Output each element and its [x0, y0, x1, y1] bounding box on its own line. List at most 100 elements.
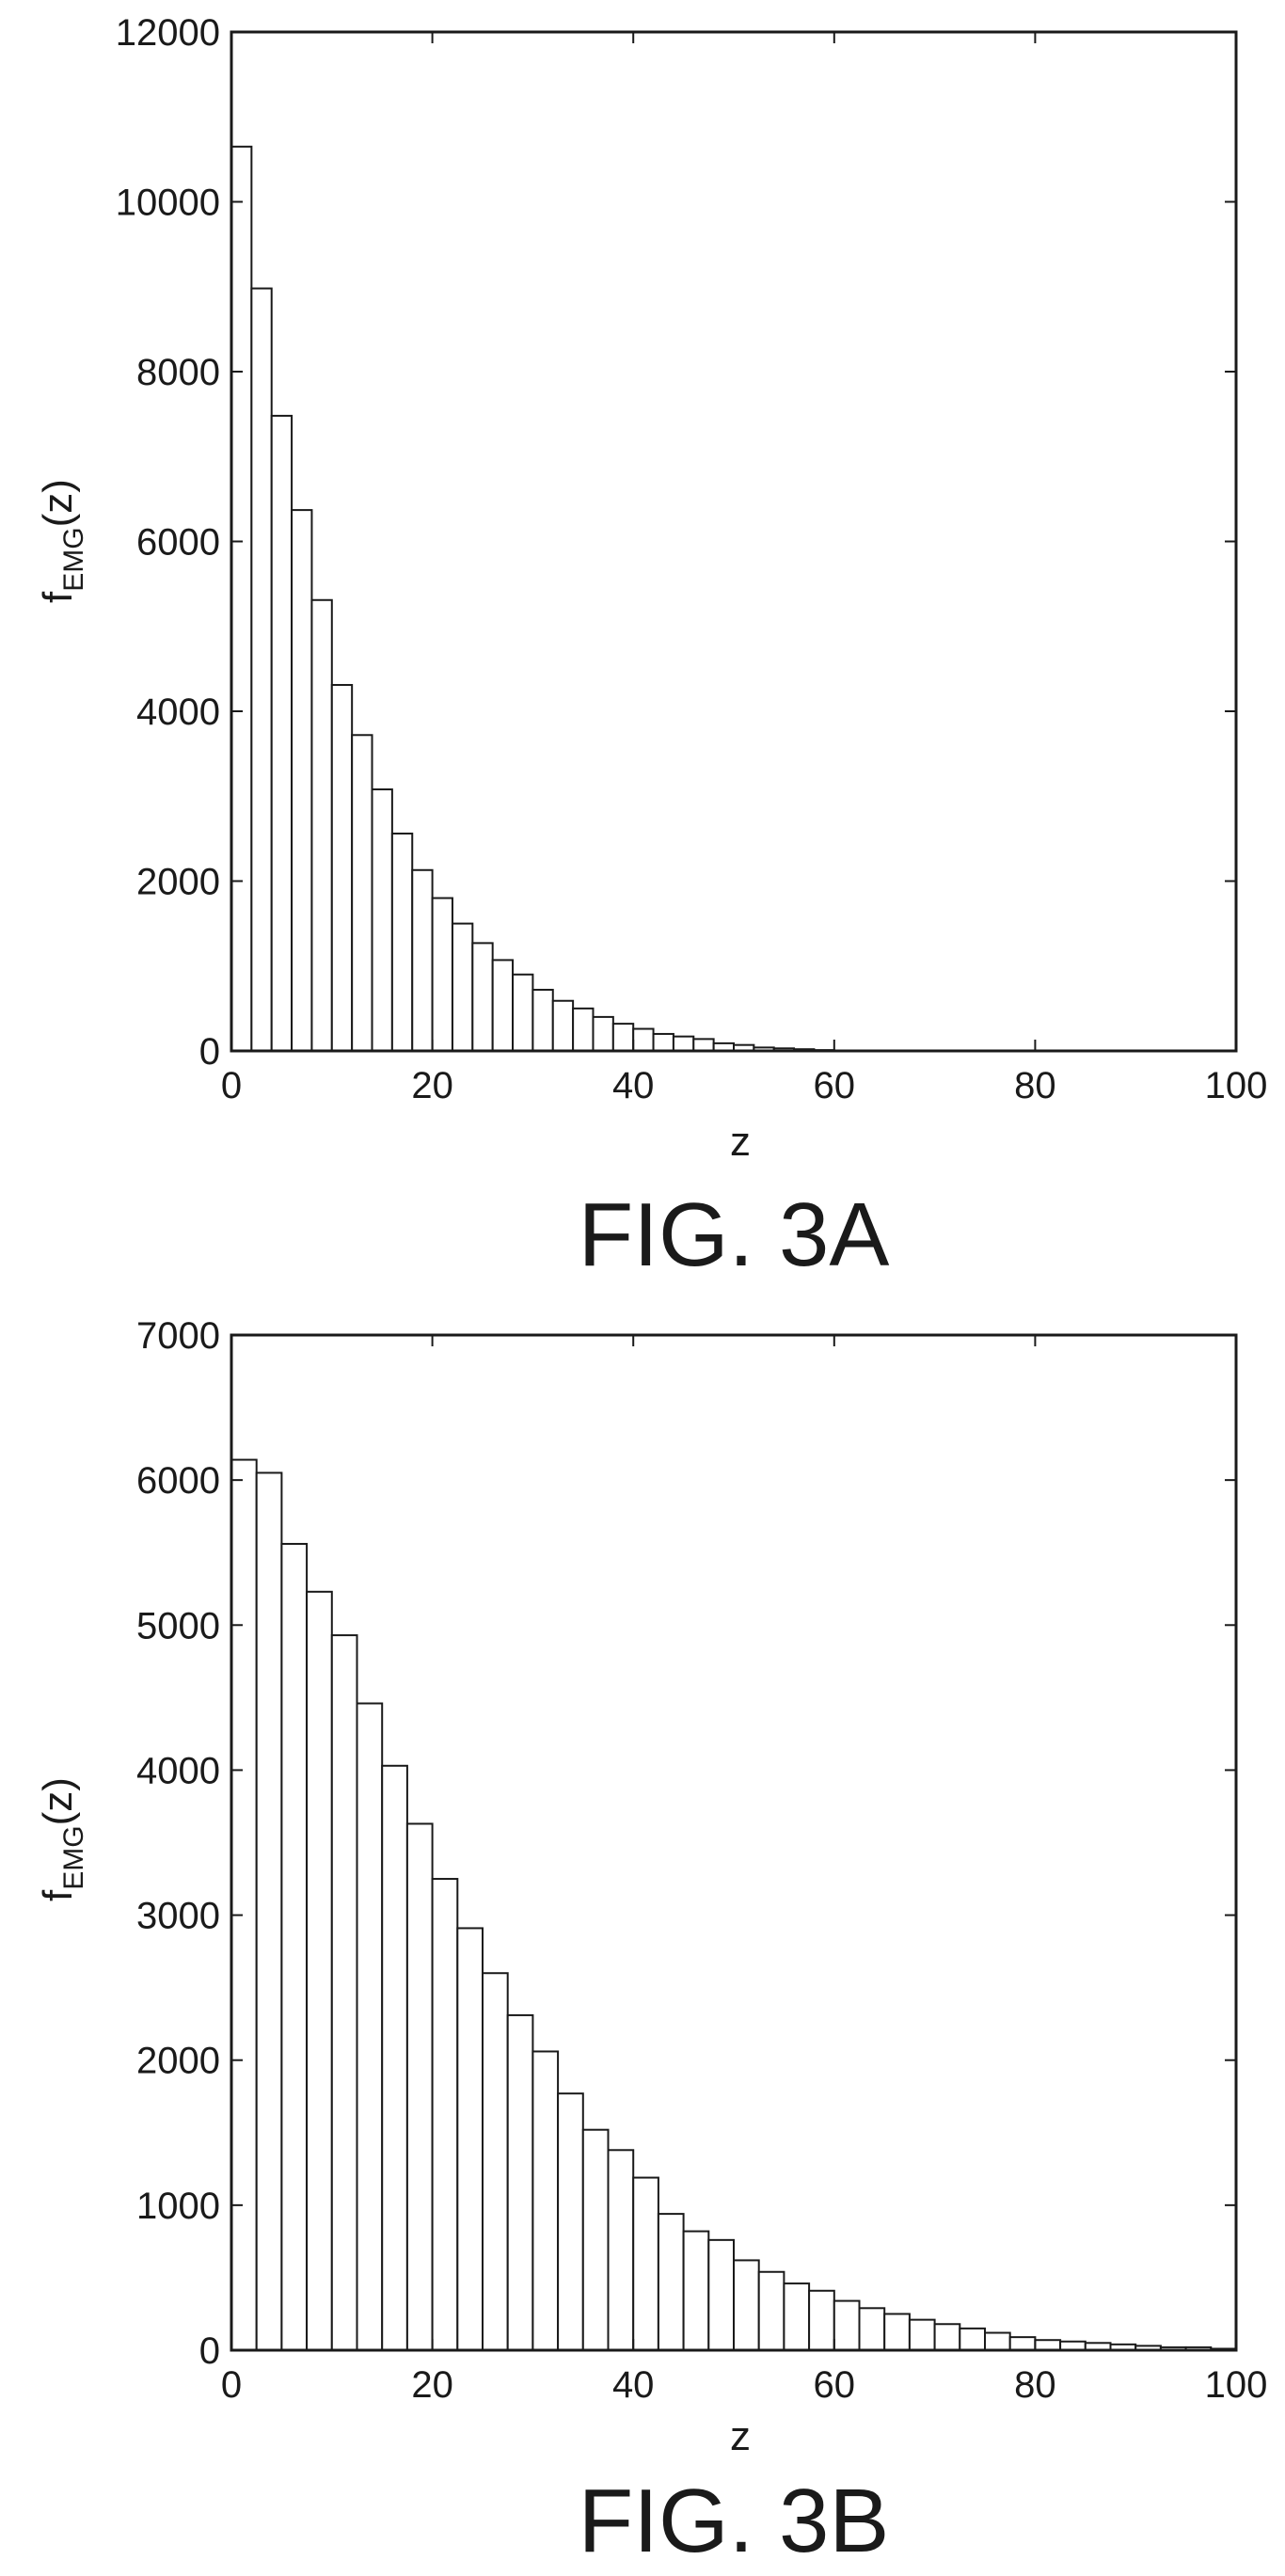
x-tick-label: 80: [1014, 1065, 1056, 1106]
y-tick-label: 6000: [136, 1460, 220, 1502]
histogram-bar: [959, 2327, 986, 2351]
histogram-bar: [506, 2013, 534, 2351]
y-axis-label-suffix: (z): [35, 1777, 81, 1825]
y-tick-label: 12000: [116, 12, 220, 54]
x-tick-label: 100: [1205, 2364, 1268, 2406]
histogram-bar: [757, 2270, 785, 2352]
histogram-bar: [611, 1023, 635, 1052]
histogram-bar: [808, 2289, 835, 2352]
histogram-bar: [672, 1035, 695, 1053]
y-tick-label: 2000: [136, 2041, 220, 2082]
y-axis-label-suffix: (z): [35, 479, 81, 527]
y-axis-label-main: f: [35, 1889, 81, 1901]
x-axis-label: z: [730, 1119, 751, 1165]
x-tick-label: 40: [612, 1065, 655, 1106]
histogram-bar: [280, 1542, 309, 2351]
histogram-bar: [471, 942, 494, 1053]
x-tick-labels: 0 20 40 60 80 100: [221, 2364, 1268, 2406]
histogram-bar: [581, 2128, 610, 2351]
y-axis-label: fEMG(z): [35, 1777, 89, 1901]
histogram-bar: [572, 1007, 595, 1053]
histogram-bar: [330, 684, 354, 1053]
x-tick-label: 0: [221, 2364, 242, 2406]
histogram-bar: [230, 1458, 258, 2352]
histogram-bar: [551, 999, 575, 1052]
histogram-bar: [984, 2331, 1011, 2351]
histogram-bar: [482, 1972, 509, 2351]
y-tick-label: 4000: [136, 692, 220, 733]
histogram-bar: [531, 989, 554, 1053]
chart-fig-3a: 0 20 40 60 80 100 0 2000 4000 6000 8000 10000 12000…: [35, 12, 1267, 1285]
y-tick-label: 6000: [136, 522, 220, 564]
x-axis-label: z: [730, 2413, 751, 2459]
x-tick-label: 100: [1205, 1065, 1268, 1106]
y-axis-label-main: f: [35, 591, 81, 603]
y-tick-label: 3000: [136, 1896, 220, 1937]
histogram-bar: [451, 922, 474, 1053]
x-tick-label: 0: [221, 1065, 242, 1106]
x-tick-label: 60: [814, 1065, 856, 1106]
bar-series: [230, 145, 856, 1053]
axis-ticks: [230, 1334, 1237, 2351]
y-tick-label: 7000: [136, 1315, 220, 1357]
histogram-bar: [833, 2299, 861, 2352]
histogram-bar: [733, 2259, 760, 2351]
histogram-bar: [255, 1471, 283, 2351]
histogram-bar: [858, 2307, 886, 2352]
y-tick-label: 2000: [136, 862, 220, 903]
histogram-bar: [632, 1027, 655, 1053]
histogram-bar: [933, 2323, 961, 2351]
y-tick-labels: 0 1000 2000 3000 4000 5000 6000 7000: [136, 1315, 220, 2372]
y-tick-label: 10000: [116, 183, 220, 224]
histogram-bar: [291, 509, 313, 1052]
y-tick-label: 4000: [136, 1750, 220, 1791]
histogram-bar: [456, 1927, 484, 2351]
histogram-bar: [783, 2282, 811, 2352]
histogram-bar: [411, 868, 434, 1053]
y-axis-label: fEMG(z): [35, 479, 89, 603]
histogram-bar: [632, 2176, 659, 2352]
x-tick-label: 20: [411, 1065, 453, 1106]
histogram-bar: [431, 897, 453, 1052]
histogram-bar: [390, 832, 414, 1053]
y-tick-label: 8000: [136, 352, 220, 393]
figure-caption: FIG. 3B: [579, 2471, 890, 2571]
y-tick-label: 1000: [136, 2186, 220, 2227]
y-tick-label: 0: [199, 1031, 220, 1073]
histogram-bar: [657, 2213, 685, 2352]
histogram-bar: [306, 1590, 333, 2351]
histogram-bar: [607, 2149, 635, 2352]
histogram-bar: [592, 1015, 614, 1053]
histogram-bar: [652, 1032, 674, 1052]
histogram-bar: [431, 1878, 459, 2352]
histogram-bar: [356, 1702, 384, 2351]
axis-ticks: [230, 31, 1237, 1052]
histogram-bar: [531, 2050, 560, 2351]
x-tick-labels: 0 20 40 60 80 100: [221, 1065, 1268, 1106]
histogram-bar: [707, 2238, 735, 2352]
chart-fig-3b: 0 20 40 60 80 100 0 1000 2000 3000 4000 5000 6000 70…: [35, 1315, 1267, 2571]
histogram-bar: [1034, 2339, 1062, 2351]
y-tick-label: 5000: [136, 1605, 220, 1646]
histogram-bar: [405, 1822, 434, 2351]
histogram-bar: [557, 2092, 584, 2351]
bar-series: [230, 1458, 1238, 2352]
figure-caption: FIG. 3A: [579, 1185, 890, 1285]
histogram-bar: [883, 2313, 911, 2351]
y-tick-label: 0: [199, 2330, 220, 2372]
y-axis-label-sub: EMG: [58, 527, 89, 591]
x-tick-label: 80: [1014, 2364, 1056, 2406]
histogram-bar: [491, 959, 515, 1052]
histogram-bar: [351, 734, 373, 1053]
histogram-bar: [381, 1764, 408, 2352]
y-tick-labels: 0 2000 4000 6000 8000 10000 12000: [116, 12, 220, 1073]
histogram-bar: [692, 1038, 715, 1052]
histogram-bar: [250, 287, 273, 1052]
histogram-bar: [512, 973, 534, 1053]
plot-frame: [230, 1333, 1238, 2352]
x-tick-label: 40: [612, 2364, 655, 2406]
histogram-bar: [1008, 2336, 1037, 2351]
histogram-bar: [310, 598, 333, 1053]
histogram-bar: [330, 1634, 358, 2351]
